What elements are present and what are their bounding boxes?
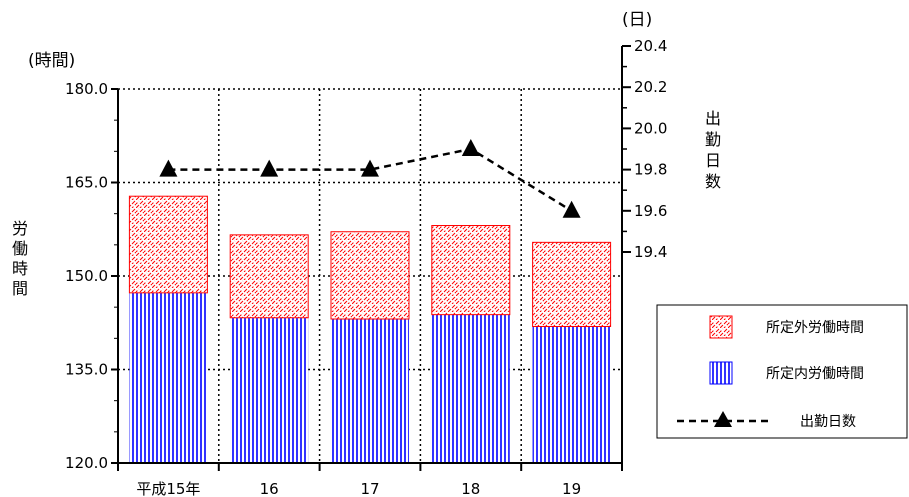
right-tick-label: 20.0 — [634, 119, 667, 137]
bar-overtime — [330, 231, 410, 320]
left-axis-title: 労働時間 — [12, 219, 28, 298]
legend: 所定外労働時間 所定内労働時間 出勤日数 — [656, 304, 908, 439]
right-tick-label: 19.6 — [634, 202, 667, 220]
right-tick-label: 19.8 — [634, 161, 667, 179]
right-axis-title: 出勤日数 — [705, 109, 721, 191]
axis-title-char: 勤 — [705, 130, 721, 149]
axis-title-char: 働 — [12, 239, 28, 258]
bar-overtime — [431, 225, 511, 316]
line-series — [159, 139, 581, 218]
left-tick-label: 120.0 — [65, 454, 108, 472]
axis-title-char: 労 — [12, 219, 28, 238]
legend-label-days: 出勤日数 — [800, 414, 856, 430]
bar-scheduled — [331, 319, 409, 463]
right-tick-label: 19.4 — [634, 243, 667, 261]
category-label: 18 — [461, 480, 480, 497]
legend-marker-triangle — [714, 411, 732, 427]
days-marker — [159, 159, 178, 177]
left-tick-label: 135.0 — [65, 361, 108, 379]
legend-swatch-scheduled — [709, 361, 733, 385]
left-axis-unit: (時間) — [28, 51, 75, 71]
legend-label-overtime: 所定外労働時間 — [766, 320, 864, 336]
legend-label-scheduled: 所定内労働時間 — [766, 366, 864, 382]
bar-scheduled — [532, 326, 611, 463]
category-label: 平成15年 — [136, 480, 200, 497]
left-tick-label: 180.0 — [65, 80, 108, 98]
right-tick-label: 20.2 — [634, 78, 667, 96]
legend-box — [656, 304, 908, 439]
bar-overtime — [229, 234, 309, 319]
right-tick-label: 20.4 — [634, 37, 667, 55]
right-axis-unit: (日) — [622, 10, 652, 30]
category-label: 16 — [260, 480, 279, 497]
axis-labels: 120.0 135.0 150.0 165.0 180.0 19.4 19.6 19.8 20.… — [65, 37, 667, 497]
days-marker — [361, 159, 379, 177]
bar-overtime — [128, 195, 208, 294]
left-tick-label: 165.0 — [65, 174, 108, 192]
days-marker — [461, 139, 480, 156]
days-marker — [260, 159, 279, 177]
days-line — [168, 147, 573, 212]
axis-title-char: 数 — [705, 172, 721, 191]
axis-title-char: 時 — [12, 259, 28, 278]
bar-scheduled — [431, 314, 510, 463]
category-label: 19 — [562, 480, 581, 497]
bar-scheduled — [129, 292, 208, 463]
bar-overtime — [532, 241, 612, 327]
axis-title-char: 出 — [705, 109, 721, 128]
legend-swatch-overtime — [709, 315, 733, 339]
category-label: 17 — [360, 480, 379, 497]
left-tick-label: 150.0 — [65, 267, 108, 285]
days-marker — [562, 200, 581, 218]
bars — [128, 195, 612, 463]
axis-title-char: 日 — [705, 151, 721, 170]
axes — [111, 45, 631, 471]
axis-title-char: 間 — [12, 279, 28, 298]
bar-scheduled — [230, 317, 309, 463]
